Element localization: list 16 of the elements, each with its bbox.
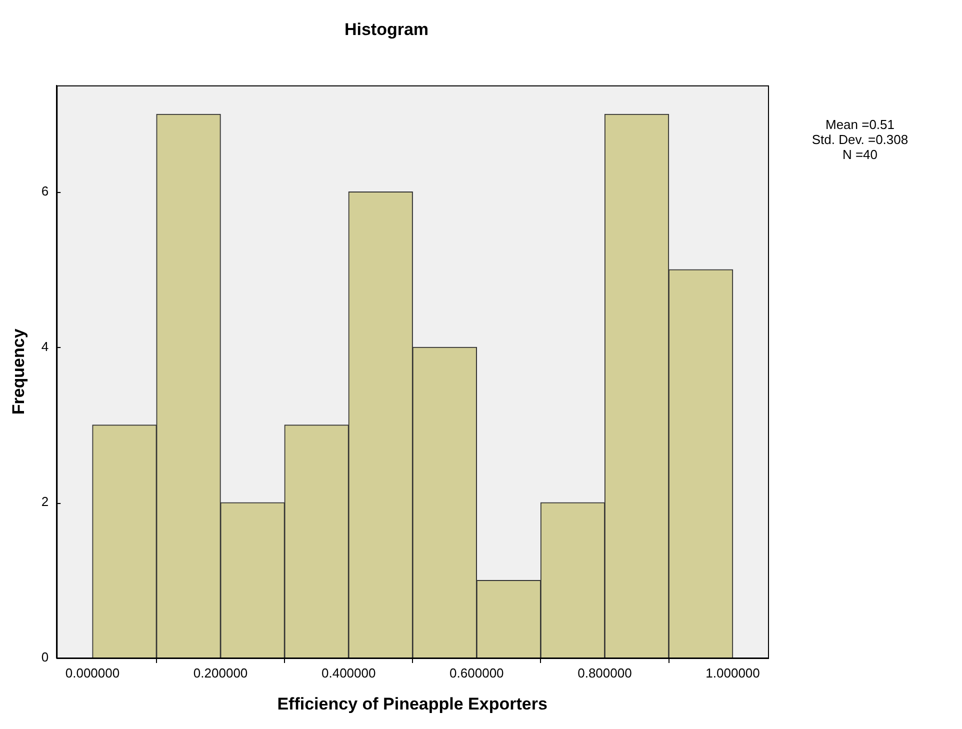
y-tick-label: 4 (41, 338, 49, 354)
x-axis-title: Efficiency of Pineapple Exporters (277, 694, 548, 714)
x-tick-label: 1.000000 (706, 665, 760, 680)
text: Mean =0.51 (824, 117, 896, 132)
x-tick-label: 0.400000 (321, 665, 376, 680)
x-tick-label: 0.600000 (450, 665, 504, 680)
y-tick-label: 2 (41, 494, 49, 510)
y-axis-title: Frequency (8, 328, 28, 415)
chart-title: Histogram (344, 20, 429, 39)
text: N =40 (841, 147, 879, 162)
text: Std. Dev. =0.308 (810, 132, 910, 147)
y-tick-label: 6 (41, 183, 49, 198)
x-tick-label: 0.800000 (578, 665, 632, 680)
x-tick-label: 0.200000 (193, 665, 248, 680)
y-tick-label: 0 (41, 650, 49, 665)
x-tick-label: 0.000000 (65, 665, 120, 680)
